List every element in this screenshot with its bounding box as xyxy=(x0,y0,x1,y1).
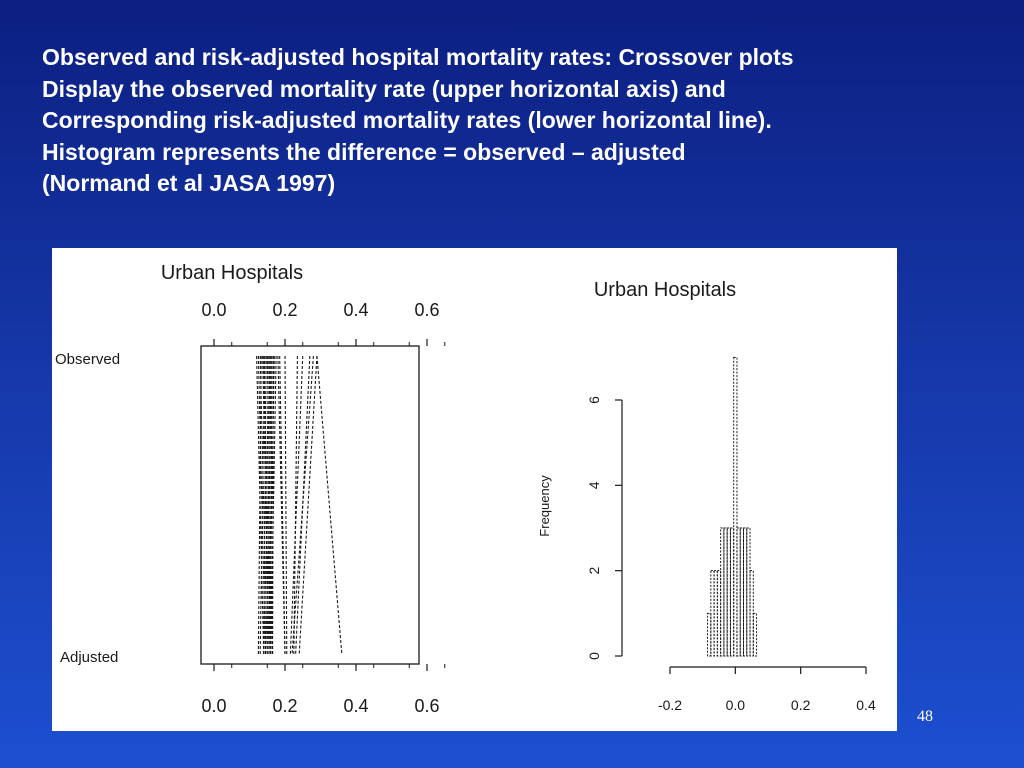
histogram-bar xyxy=(726,527,731,657)
y-axis: 0 2 4 6 xyxy=(586,396,623,660)
hospital-crossover-line xyxy=(263,355,272,655)
hospital-crossover-line xyxy=(264,355,269,655)
histogram-bar xyxy=(736,527,741,657)
histogram-plot: Urban Hospitals Frequency 0 2 4 6 -0.2 0.0 0.… xyxy=(537,279,876,713)
x-axis-tick-label: 0.4 xyxy=(856,697,876,713)
hospital-crossover-line xyxy=(266,355,271,655)
observed-row-label: Observed xyxy=(55,351,120,368)
hospital-crossover-line xyxy=(279,355,286,655)
page-number: 48 xyxy=(917,708,933,725)
top-axis-tick-label: 0.6 xyxy=(414,300,439,320)
bottom-axis-tick-label: 0.6 xyxy=(414,696,439,716)
hospital-crossover-line xyxy=(270,355,273,655)
histogram-bar xyxy=(743,527,748,657)
y-axis-tick-label: 2 xyxy=(586,567,602,575)
hospital-crossover-line xyxy=(291,355,314,655)
hospital-crossover-line xyxy=(256,355,265,655)
hospital-crossover-line xyxy=(270,355,277,655)
crossover-title: Urban Hospitals xyxy=(161,262,303,284)
slide-title: Observed and risk-adjusted hospital mort… xyxy=(42,42,1002,200)
hospital-crossover-line xyxy=(277,355,286,655)
hospital-crossover-line xyxy=(257,355,267,655)
y-axis-label: Frequency xyxy=(537,475,552,537)
bottom-axis-tick-label: 0.2 xyxy=(272,696,297,716)
title-line: (Normand et al JASA 1997) xyxy=(42,170,336,196)
hospital-crossover-line xyxy=(298,355,318,655)
title-line: Corresponding risk-adjusted mortality ra… xyxy=(42,107,772,133)
hospital-crossover-line xyxy=(295,355,311,655)
title-line: Observed and risk-adjusted hospital mort… xyxy=(42,44,794,70)
bottom-axis: 0.0 0.2 0.4 0.6 xyxy=(201,664,446,716)
hospital-crossover-line xyxy=(268,355,275,655)
hospital-crossover-line xyxy=(284,355,288,655)
top-axis-tick-label: 0.2 xyxy=(272,300,297,320)
hospital-crossover-line xyxy=(289,355,304,655)
x-axis-tick-label: 0.0 xyxy=(726,697,746,713)
histogram-bar xyxy=(716,570,722,657)
x-axis-tick-label: -0.2 xyxy=(658,697,682,713)
crossover-lines xyxy=(256,355,343,655)
title-line: Display the observed mortality rate (upp… xyxy=(42,75,726,102)
hospital-crossover-line xyxy=(263,355,267,655)
plot-frame xyxy=(200,345,420,665)
histogram-bar xyxy=(733,356,738,657)
adjusted-row-label: Adjusted xyxy=(60,649,118,666)
top-axis-tick-label: 0.0 xyxy=(201,300,226,320)
y-axis-tick-label: 4 xyxy=(586,481,602,489)
histogram-bar xyxy=(739,527,745,657)
hospital-crossover-line xyxy=(293,355,298,655)
y-axis-tick-label: 0 xyxy=(586,652,602,660)
histogram-bar xyxy=(720,527,725,657)
x-axis: -0.2 0.0 0.2 0.4 xyxy=(658,666,876,713)
x-axis-tick-label: 0.2 xyxy=(791,697,811,713)
figure-panel: Urban Hospitals Observed Adjusted 0.0 0.2… xyxy=(52,248,897,731)
bottom-axis-tick-label: 0.0 xyxy=(201,696,226,716)
hospital-crossover-line xyxy=(262,355,270,655)
histogram-title: Urban Hospitals xyxy=(594,279,736,301)
top-axis: 0.0 0.2 0.4 0.6 xyxy=(201,300,446,346)
histogram-bar xyxy=(723,527,728,657)
hospital-crossover-line xyxy=(266,355,274,655)
bottom-axis-tick-label: 0.4 xyxy=(343,696,368,716)
histogram-bars xyxy=(707,356,758,657)
hospital-crossover-line xyxy=(268,355,272,655)
y-axis-tick-label: 6 xyxy=(586,396,602,404)
histogram-bar xyxy=(752,612,758,657)
crossover-plot: Urban Hospitals Observed Adjusted 0.0 0.2… xyxy=(55,262,446,716)
hospital-crossover-line xyxy=(259,355,266,655)
hospital-crossover-line xyxy=(316,355,343,655)
hospital-crossover-line xyxy=(257,355,262,655)
top-axis-tick-label: 0.4 xyxy=(343,300,368,320)
title-line: Histogram represents the difference = ob… xyxy=(42,138,686,165)
hospital-crossover-line xyxy=(259,355,268,655)
hospital-crossover-line xyxy=(272,355,274,655)
